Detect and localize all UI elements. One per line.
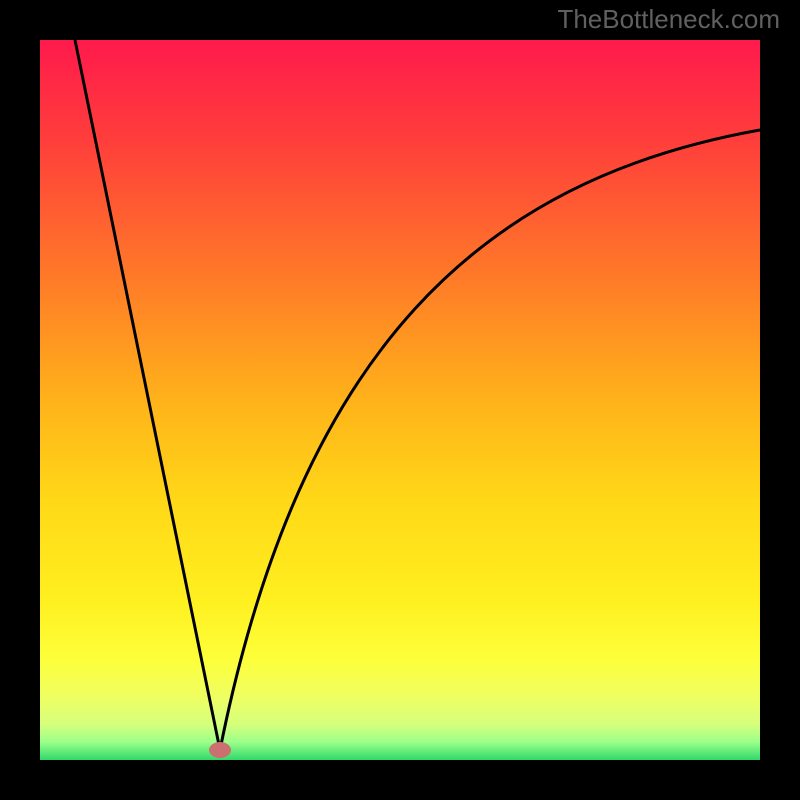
attribution-text: TheBottleneck.com [557,4,780,34]
bottleneck-chart: TheBottleneck.com [0,0,800,800]
minimum-marker [209,742,231,758]
